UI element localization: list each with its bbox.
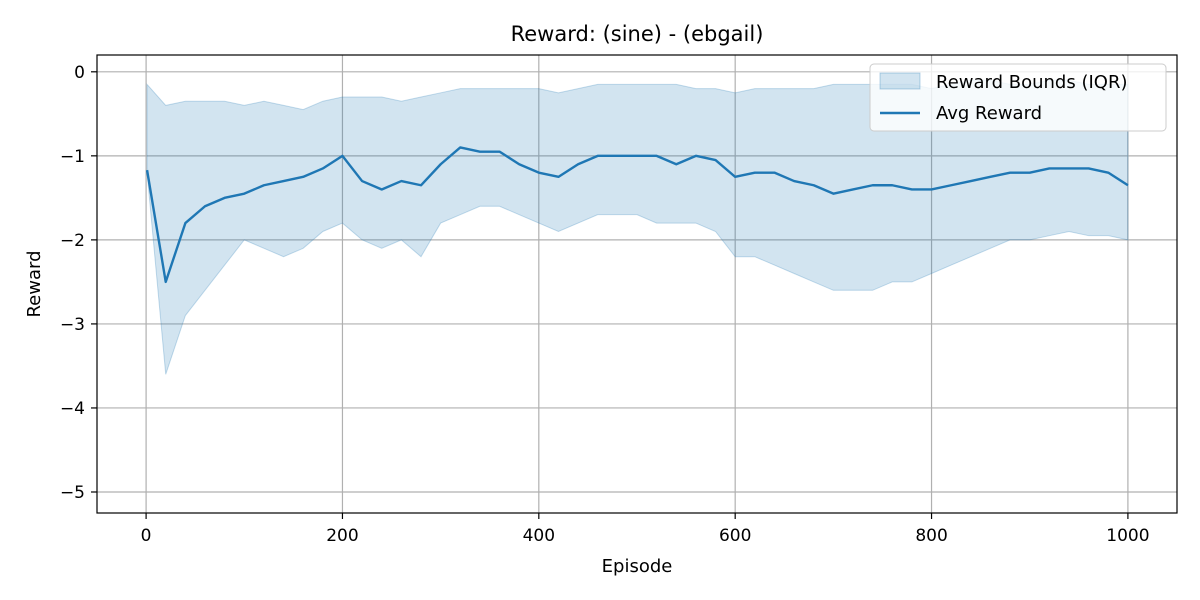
legend-label-line: Avg Reward <box>936 103 1042 124</box>
y-tick-label: −1 <box>60 147 85 167</box>
legend-band-swatch <box>879 72 921 90</box>
avg-reward-line <box>145 146 1129 284</box>
x-axis-ticks: 0 200 400 600 800 1000 <box>141 513 1150 546</box>
x-tick-label: 200 <box>326 526 358 546</box>
y-tick-label: −5 <box>60 483 85 503</box>
y-tick-label: −3 <box>60 315 85 335</box>
legend-label-band: Reward Bounds (IQR) <box>936 72 1128 93</box>
legend: Reward Bounds (IQR) Avg Reward <box>869 63 1167 132</box>
y-tick-label: −4 <box>60 399 85 419</box>
legend-box <box>869 63 1167 132</box>
x-axis-label: Episode <box>602 556 673 577</box>
y-axis-label: Reward <box>24 250 45 317</box>
y-tick-label: −2 <box>60 231 85 251</box>
x-tick-label: 1000 <box>1106 526 1149 546</box>
y-tick-label: 0 <box>74 63 85 83</box>
x-tick-label: 600 <box>719 526 751 546</box>
chart-title: Reward: (sine) - (ebgail) <box>511 22 764 46</box>
band-layer <box>146 79 1129 375</box>
x-tick-label: 800 <box>915 526 947 546</box>
plot-frame <box>96 54 1178 514</box>
x-tick-label: 400 <box>523 526 555 546</box>
y-axis-ticks: 0 −1 −2 −3 −4 −5 <box>60 63 97 503</box>
x-tick-label: 0 <box>141 526 152 546</box>
iqr-band <box>146 79 1129 375</box>
line-layer <box>145 146 1129 284</box>
